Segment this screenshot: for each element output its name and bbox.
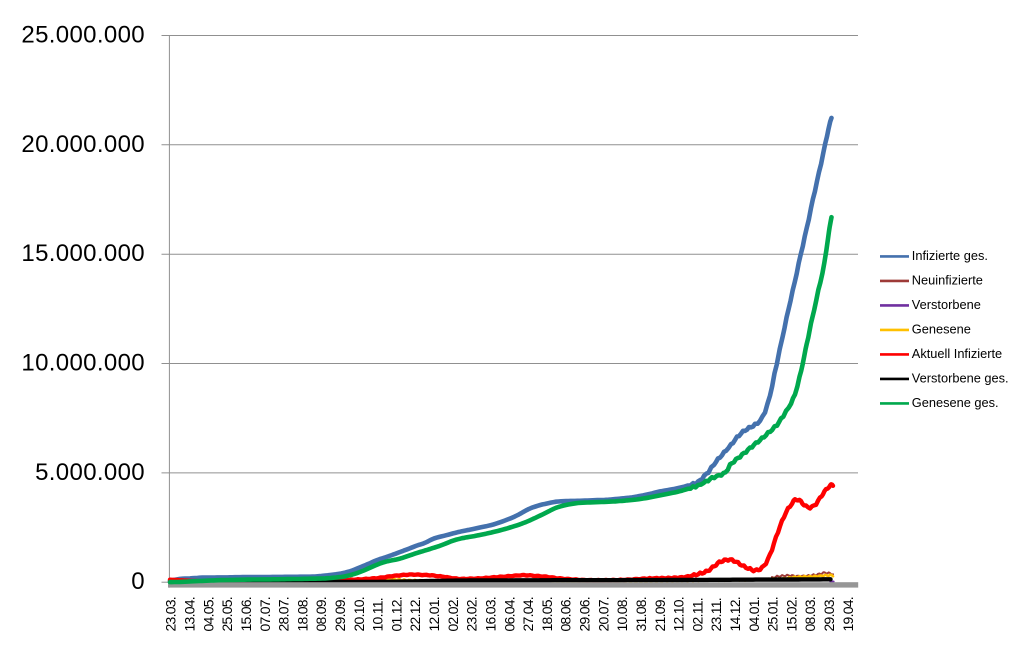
svg-text:13.04.: 13.04. xyxy=(182,597,198,631)
svg-text:Genesene ges.: Genesene ges. xyxy=(912,395,999,410)
svg-text:02.02.: 02.02. xyxy=(445,597,461,631)
svg-text:29.03.: 29.03. xyxy=(821,597,837,631)
svg-text:12.01.: 12.01. xyxy=(426,597,442,631)
svg-text:22.12.: 22.12. xyxy=(407,597,423,631)
svg-text:15.000.000: 15.000.000 xyxy=(21,240,145,267)
svg-text:07.07.: 07.07. xyxy=(257,597,273,631)
svg-text:15.02.: 15.02. xyxy=(783,597,799,631)
svg-text:25.05.: 25.05. xyxy=(219,597,235,631)
svg-text:10.11.: 10.11. xyxy=(370,598,386,631)
svg-text:18.08.: 18.08. xyxy=(294,597,310,631)
svg-text:29.09.: 29.09. xyxy=(332,597,348,631)
svg-text:20.07.: 20.07. xyxy=(595,597,611,631)
svg-text:29.06.: 29.06. xyxy=(577,597,593,631)
svg-text:Genesene: Genesene xyxy=(912,322,971,337)
svg-text:28.07.: 28.07. xyxy=(276,597,292,631)
svg-text:18.05.: 18.05. xyxy=(539,597,555,631)
svg-text:08.09.: 08.09. xyxy=(313,597,329,631)
svg-text:14.12.: 14.12. xyxy=(727,597,743,631)
svg-text:Verstorbene: Verstorbene xyxy=(912,297,981,312)
svg-text:08.03.: 08.03. xyxy=(802,597,818,631)
svg-text:06.04.: 06.04. xyxy=(501,597,517,631)
svg-text:21.09.: 21.09. xyxy=(652,597,668,631)
svg-text:10.08.: 10.08. xyxy=(614,597,630,631)
svg-text:Infizierte ges.: Infizierte ges. xyxy=(912,248,988,263)
svg-text:27.04.: 27.04. xyxy=(520,597,536,631)
svg-text:5.000.000: 5.000.000 xyxy=(35,459,145,486)
svg-text:Verstorbene ges.: Verstorbene ges. xyxy=(912,371,1009,386)
svg-text:23.11.: 23.11. xyxy=(708,598,724,631)
svg-text:12.10.: 12.10. xyxy=(671,597,687,631)
svg-text:02.11.: 02.11. xyxy=(689,598,705,631)
svg-text:25.01.: 25.01. xyxy=(765,597,781,631)
svg-text:01.12.: 01.12. xyxy=(388,597,404,631)
svg-text:04.01.: 04.01. xyxy=(746,597,762,631)
svg-text:23.03.: 23.03. xyxy=(163,597,179,631)
svg-text:10.000.000: 10.000.000 xyxy=(21,350,145,377)
svg-text:Aktuell Infizierte: Aktuell Infizierte xyxy=(912,346,1002,361)
svg-text:20.10.: 20.10. xyxy=(351,597,367,631)
svg-text:15.06.: 15.06. xyxy=(238,597,254,631)
svg-text:25.000.000: 25.000.000 xyxy=(21,22,145,49)
svg-text:16.03.: 16.03. xyxy=(483,597,499,631)
svg-text:0: 0 xyxy=(131,568,145,595)
svg-text:31.08.: 31.08. xyxy=(633,597,649,631)
svg-text:04.05.: 04.05. xyxy=(200,597,216,631)
svg-text:Neuinfizierte: Neuinfizierte xyxy=(912,273,983,288)
svg-text:23.02.: 23.02. xyxy=(464,597,480,631)
svg-text:19.04.: 19.04. xyxy=(840,597,856,631)
svg-text:20.000.000: 20.000.000 xyxy=(21,131,145,158)
svg-text:08.06.: 08.06. xyxy=(558,597,574,631)
